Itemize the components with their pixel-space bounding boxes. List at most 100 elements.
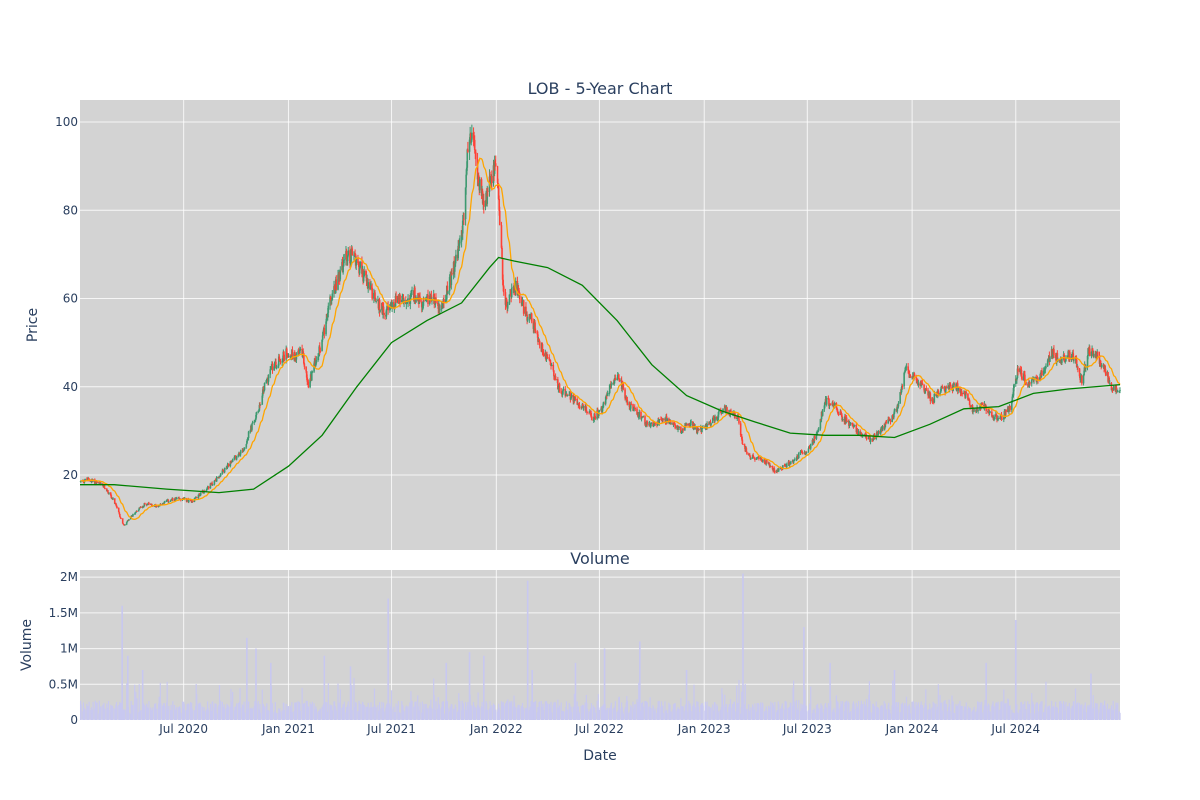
volume-bar xyxy=(144,705,146,720)
candle-body xyxy=(893,409,896,414)
volume-bar xyxy=(857,700,860,720)
candle-body xyxy=(273,361,276,367)
candle-body xyxy=(762,459,764,462)
volume-bar xyxy=(706,701,708,720)
volume-bar xyxy=(116,706,118,720)
volume-bar xyxy=(243,701,245,720)
volume-bar xyxy=(1089,704,1091,720)
volume-bar xyxy=(822,712,824,720)
candle-body xyxy=(760,460,763,462)
volume-bar xyxy=(140,710,142,720)
candle-body xyxy=(638,411,641,418)
volume-bar xyxy=(251,708,254,720)
candle-body xyxy=(602,407,604,409)
candle-body xyxy=(586,412,589,414)
candle-body xyxy=(119,513,121,517)
candle-body xyxy=(716,419,719,420)
candle-body xyxy=(701,427,704,429)
volume-bar xyxy=(838,708,840,720)
volume-bar xyxy=(932,701,934,720)
candle-body xyxy=(1029,382,1031,384)
candle-body xyxy=(475,152,477,160)
candle-body xyxy=(642,416,645,417)
candle-body xyxy=(953,383,956,385)
candle-body xyxy=(604,397,607,404)
volume-bar xyxy=(136,698,138,720)
candle-body xyxy=(1011,396,1014,402)
volume-bar xyxy=(134,684,136,720)
candle-body xyxy=(602,402,605,408)
candle-body xyxy=(947,386,949,389)
candle-body xyxy=(640,411,642,419)
volume-bar xyxy=(112,708,114,720)
volume-bar xyxy=(750,707,752,720)
volume-bar xyxy=(343,701,345,720)
volume-bar xyxy=(132,704,134,720)
volume-bar xyxy=(471,705,473,720)
candle-body xyxy=(303,353,305,364)
candle-body xyxy=(221,470,224,474)
candle-body xyxy=(358,267,361,274)
candle-body xyxy=(122,523,125,525)
volume-bar xyxy=(1035,702,1037,720)
candle-body xyxy=(1104,365,1106,372)
candle-body xyxy=(1022,373,1025,380)
price-grid xyxy=(80,100,1120,550)
volume-bar xyxy=(905,696,908,720)
candle-body xyxy=(636,408,638,415)
candle-body xyxy=(1009,405,1011,410)
candle-body xyxy=(945,386,948,389)
candle-body xyxy=(486,190,489,192)
volume-bar xyxy=(570,711,573,720)
candle-body xyxy=(422,305,424,307)
candle-body xyxy=(135,511,137,513)
price-y-tick-label: 100 xyxy=(55,115,78,129)
volume-bar xyxy=(722,704,724,720)
candle-body xyxy=(132,514,134,517)
volume-bar xyxy=(980,701,983,720)
candle-body xyxy=(125,522,128,525)
candle-body xyxy=(813,436,815,443)
candle-body xyxy=(625,396,628,400)
candle-body xyxy=(965,391,968,394)
candle-body xyxy=(136,511,138,512)
candle-body xyxy=(436,302,439,304)
candle-body xyxy=(370,285,373,288)
volume-bar xyxy=(1027,704,1029,720)
long-moving-average-line xyxy=(80,256,1121,494)
volume-bar xyxy=(395,703,397,720)
candle-body xyxy=(792,460,795,463)
candle-body xyxy=(486,190,489,204)
volume-bar xyxy=(714,702,716,720)
candle-body xyxy=(532,321,535,329)
candle-body xyxy=(302,351,305,354)
candle-body xyxy=(223,468,226,473)
volume-bar xyxy=(475,707,477,720)
candle-body xyxy=(439,309,441,311)
candle-body xyxy=(920,381,923,385)
volume-bar xyxy=(152,707,154,720)
candle-body xyxy=(1099,360,1102,366)
volume-bar xyxy=(347,701,349,720)
volume-bar xyxy=(261,689,263,720)
volume-bar xyxy=(1057,712,1059,720)
volume-spike-bar xyxy=(829,662,831,720)
volume-bar xyxy=(124,709,126,720)
candle-body xyxy=(309,379,311,388)
candle-body xyxy=(714,416,716,421)
volume-bar xyxy=(95,702,97,720)
candle-body xyxy=(553,370,555,377)
volume-bar xyxy=(754,703,756,720)
candle-body xyxy=(829,404,832,406)
volume-bar xyxy=(846,700,848,720)
candle-body xyxy=(995,414,997,417)
candle-body xyxy=(681,431,683,433)
candle-body xyxy=(455,254,457,261)
volume-bar xyxy=(236,703,238,720)
volume-bar xyxy=(708,706,710,720)
candle-body xyxy=(444,299,447,304)
volume-bar xyxy=(610,702,612,720)
candle-body xyxy=(139,507,141,509)
volume-bar xyxy=(853,709,856,720)
candle-body xyxy=(996,419,999,421)
